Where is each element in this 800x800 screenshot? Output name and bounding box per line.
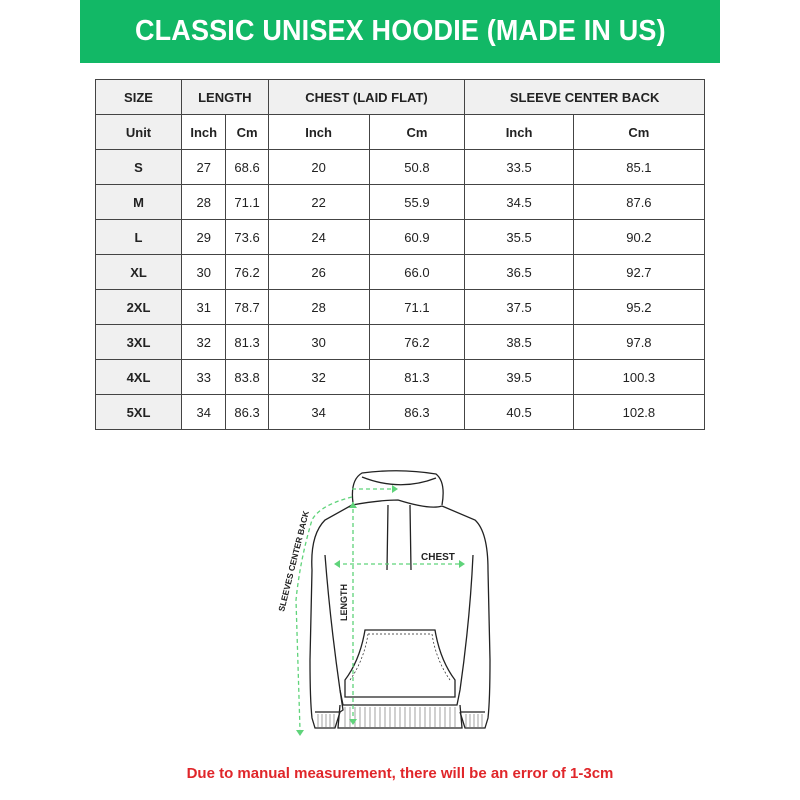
unit-cell: Cm — [225, 114, 269, 150]
value-cell: 39.5 — [464, 359, 574, 395]
value-cell: 100.3 — [572, 359, 706, 395]
value-cell: 20 — [267, 149, 370, 185]
size-cell: L — [95, 219, 182, 255]
measurement-lines — [295, 488, 463, 731]
value-cell: 60.9 — [368, 219, 466, 255]
size-cell: 5XL — [95, 394, 182, 430]
size-cell: 2XL — [95, 289, 182, 325]
arrow-icon — [459, 560, 465, 568]
table-header-groups: SIZE LENGTH CHEST (LAID FLAT) SLEEVE CEN… — [95, 79, 705, 115]
unit-cell: Inch — [267, 114, 370, 150]
value-cell: 68.6 — [225, 149, 269, 185]
value-cell: 40.5 — [464, 394, 574, 430]
table-row: XL 30 76.2 26 66.0 36.5 92.7 — [95, 254, 706, 290]
value-cell: 24 — [267, 219, 370, 255]
value-cell: 34 — [267, 394, 370, 430]
header-length: LENGTH — [181, 79, 269, 115]
arrow-icon — [334, 560, 340, 568]
arrow-icon — [296, 730, 304, 736]
sleeve-line — [295, 496, 353, 731]
value-cell: 86.3 — [225, 394, 269, 430]
table-row: S 27 68.6 20 50.8 33.5 85.1 — [95, 149, 706, 185]
size-cell: 3XL — [95, 324, 182, 360]
header-chest: CHEST (LAID FLAT) — [267, 79, 466, 115]
value-cell: 95.2 — [572, 289, 706, 325]
value-cell: 71.1 — [368, 289, 466, 325]
value-cell: 38.5 — [464, 324, 574, 360]
value-cell: 30 — [267, 324, 370, 360]
value-cell: 87.6 — [572, 184, 706, 220]
value-cell: 36.5 — [464, 254, 574, 290]
value-cell: 37.5 — [464, 289, 574, 325]
value-cell: 22 — [267, 184, 370, 220]
unit-cell: Cm — [572, 114, 706, 150]
value-cell: 34 — [180, 394, 227, 430]
value-cell: 27 — [180, 149, 227, 185]
title-banner: CLASSIC UNISEX HOODIE (MADE IN US) — [80, 0, 720, 63]
value-cell: 32 — [267, 359, 370, 395]
table-row: 2XL 31 78.7 28 71.1 37.5 95.2 — [95, 289, 706, 325]
value-cell: 31 — [180, 289, 227, 325]
arrow-icon — [392, 485, 398, 493]
value-cell: 34.5 — [464, 184, 574, 220]
value-cell: 78.7 — [225, 289, 269, 325]
header-sleeve: SLEEVE CENTER BACK — [464, 79, 705, 115]
value-cell: 66.0 — [368, 254, 466, 290]
size-chart-table: SIZE LENGTH CHEST (LAID FLAT) SLEEVE CEN… — [95, 79, 706, 430]
value-cell: 90.2 — [572, 219, 706, 255]
arrow-icon — [349, 719, 357, 725]
value-cell: 102.8 — [572, 394, 706, 430]
chest-label: CHEST — [421, 552, 455, 563]
value-cell: 30 — [180, 254, 227, 290]
value-cell: 32 — [180, 324, 227, 360]
sleeve-label: SLEEVES CENTER BACK — [276, 509, 311, 613]
page-title: CLASSIC UNISEX HOODIE (MADE IN US) — [134, 15, 666, 47]
value-cell: 83.8 — [225, 359, 269, 395]
unit-cell: Cm — [368, 114, 466, 150]
hoodie-outline — [309, 470, 491, 729]
table-row: L 29 73.6 24 60.9 35.5 90.2 — [95, 219, 706, 255]
value-cell: 26 — [267, 254, 370, 290]
arrow-icon — [349, 502, 357, 508]
value-cell: 92.7 — [572, 254, 706, 290]
table-header-units: Unit Inch Cm Inch Cm Inch Cm — [95, 114, 706, 150]
value-cell: 86.3 — [368, 394, 466, 430]
unit-cell: Inch — [180, 114, 227, 150]
value-cell: 33 — [180, 359, 227, 395]
value-cell: 35.5 — [464, 219, 574, 255]
unit-cell: Unit — [95, 114, 182, 150]
value-cell: 81.3 — [368, 359, 466, 395]
size-cell: XL — [95, 254, 182, 290]
measurement-note: Due to manual measurement, there will be… — [186, 765, 614, 782]
length-label: LENGTH — [339, 584, 349, 621]
arrowheads — [296, 485, 465, 736]
header-size: SIZE — [95, 79, 182, 115]
value-cell: 81.3 — [225, 324, 269, 360]
value-cell: 29 — [180, 219, 227, 255]
unit-cell: Inch — [464, 114, 574, 150]
value-cell: 28 — [180, 184, 227, 220]
value-cell: 73.6 — [225, 219, 269, 255]
value-cell: 71.1 — [225, 184, 269, 220]
size-cell: M — [95, 184, 182, 220]
value-cell: 76.2 — [368, 324, 466, 360]
table-row: 3XL 32 81.3 30 76.2 38.5 97.8 — [95, 324, 706, 360]
table-row: M 28 71.1 22 55.9 34.5 87.6 — [95, 184, 706, 220]
table-row: 5XL 34 86.3 34 86.3 40.5 102.8 — [95, 394, 706, 430]
value-cell: 76.2 — [225, 254, 269, 290]
